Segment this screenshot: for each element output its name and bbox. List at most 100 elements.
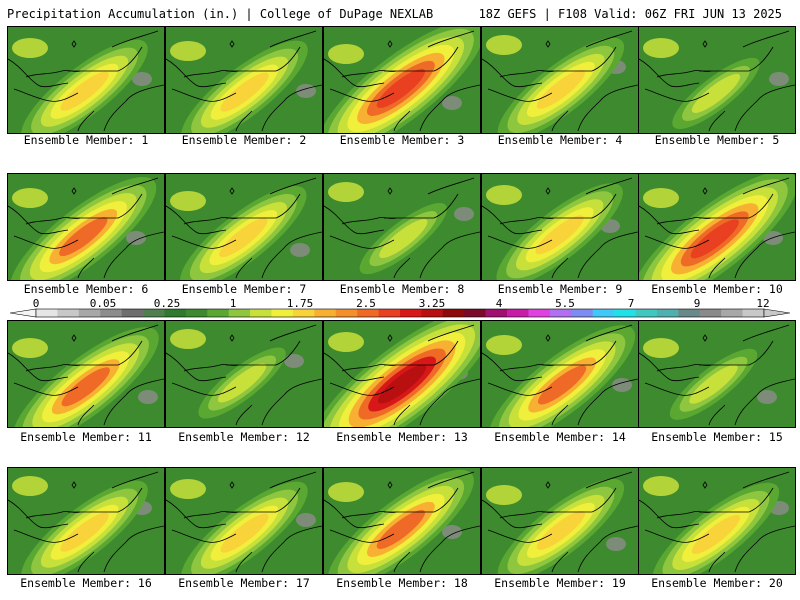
map-outline — [13, 235, 79, 249]
map-outline — [427, 324, 475, 342]
map-outline — [324, 58, 385, 88]
map-outline — [482, 499, 543, 529]
precip-patch — [643, 476, 679, 496]
ensemble-member-label: Ensemble Member: 1 — [23, 133, 149, 147]
precip-contour — [376, 68, 426, 108]
map-outline — [261, 378, 322, 426]
map-outline — [551, 257, 569, 279]
ensemble-member-label: Ensemble Member: 17 — [178, 576, 310, 590]
precip-band — [496, 183, 623, 280]
map-outline — [13, 382, 79, 396]
map-outline — [269, 324, 317, 342]
island-marker — [545, 187, 551, 195]
map-outline — [742, 324, 790, 342]
map-outline — [166, 205, 227, 235]
map-outline — [656, 511, 712, 519]
precip-map — [482, 174, 638, 280]
map-outline — [542, 487, 617, 513]
island-marker — [387, 187, 393, 195]
map-outline — [734, 231, 795, 279]
colorbar-tick-label: 4 — [495, 297, 503, 310]
map-outline — [235, 551, 253, 573]
map-outline — [329, 382, 395, 396]
light-precip-patch — [442, 96, 462, 110]
map-outline — [577, 231, 638, 279]
precip-map — [639, 321, 795, 427]
colorbar-bin — [357, 309, 379, 317]
precip-contour — [217, 363, 267, 403]
precip-patch — [170, 191, 206, 211]
map-outline — [25, 217, 81, 225]
island-marker — [229, 481, 235, 489]
island-marker — [71, 187, 77, 195]
map-outline — [742, 471, 790, 489]
map-outline — [393, 404, 411, 426]
map-outline — [68, 487, 143, 513]
precip-contour — [220, 513, 269, 553]
page-title: Precipitation Accumulation (in.) | Colle… — [7, 7, 434, 21]
map-outline — [499, 70, 555, 78]
precip-patch — [328, 44, 364, 64]
ensemble-member-panel — [481, 26, 639, 134]
colorbar-bin — [121, 309, 144, 317]
colorbar-bin — [571, 309, 594, 317]
light-precip-patch — [606, 537, 626, 551]
map-outline — [708, 110, 726, 132]
colorbar-bin — [250, 309, 272, 317]
colorbar-tick-label: 1.75 — [286, 297, 314, 310]
ensemble-member-label: Ensemble Member: 13 — [336, 430, 468, 444]
map-outline — [68, 46, 143, 72]
map-outline — [68, 340, 143, 366]
map-outline — [8, 352, 69, 382]
precip-patch — [486, 335, 522, 355]
precip-band — [180, 186, 307, 280]
map-outline — [427, 177, 475, 195]
map-outline — [656, 70, 712, 78]
colorbar-bin — [335, 309, 358, 317]
light-precip-patch — [454, 207, 474, 221]
map-outline — [644, 88, 710, 102]
ensemble-member-label: Ensemble Member: 14 — [494, 430, 626, 444]
map-outline — [111, 324, 159, 342]
colorbar-bin — [464, 309, 486, 317]
map-outline — [324, 205, 385, 235]
map-outline — [708, 257, 726, 279]
precip-patch — [170, 41, 206, 61]
ensemble-member-label: Ensemble Member: 16 — [20, 576, 152, 590]
colorbar-bin — [678, 309, 701, 317]
map-outline — [542, 193, 617, 219]
precip-contour — [377, 364, 427, 404]
ensemble-member-panel — [323, 320, 481, 428]
precip-patch — [643, 38, 679, 58]
island-marker — [387, 40, 393, 48]
colorbar-bin — [742, 309, 765, 317]
map-outline — [384, 193, 459, 219]
precip-patch — [12, 338, 48, 358]
map-outline — [639, 58, 700, 88]
map-outline — [261, 84, 322, 132]
colorbar-bin — [549, 309, 572, 317]
colorbar-bin — [699, 309, 722, 317]
colorbar-bin — [421, 309, 444, 317]
precip-contour — [379, 219, 428, 259]
precip-contour — [376, 509, 426, 549]
precip-patch — [328, 332, 364, 352]
ensemble-member-panel — [165, 320, 323, 428]
map-outline — [384, 340, 459, 366]
map-outline — [341, 511, 397, 519]
map-outline — [226, 487, 301, 513]
ensemble-member-label: Ensemble Member: 5 — [654, 133, 780, 147]
light-precip-patch — [126, 231, 146, 245]
island-marker — [702, 481, 708, 489]
map-outline — [226, 340, 301, 366]
map-outline — [487, 88, 553, 102]
map-outline — [551, 551, 569, 573]
colorbar-bin — [207, 309, 230, 317]
ensemble-member-panel — [323, 467, 481, 575]
map-outline — [183, 70, 239, 78]
precip-band — [327, 469, 474, 574]
colorbar-tick-label: 1 — [229, 297, 237, 310]
map-outline — [542, 46, 617, 72]
colorbar-tick-label: 0.05 — [89, 297, 117, 310]
precip-band — [489, 325, 636, 427]
